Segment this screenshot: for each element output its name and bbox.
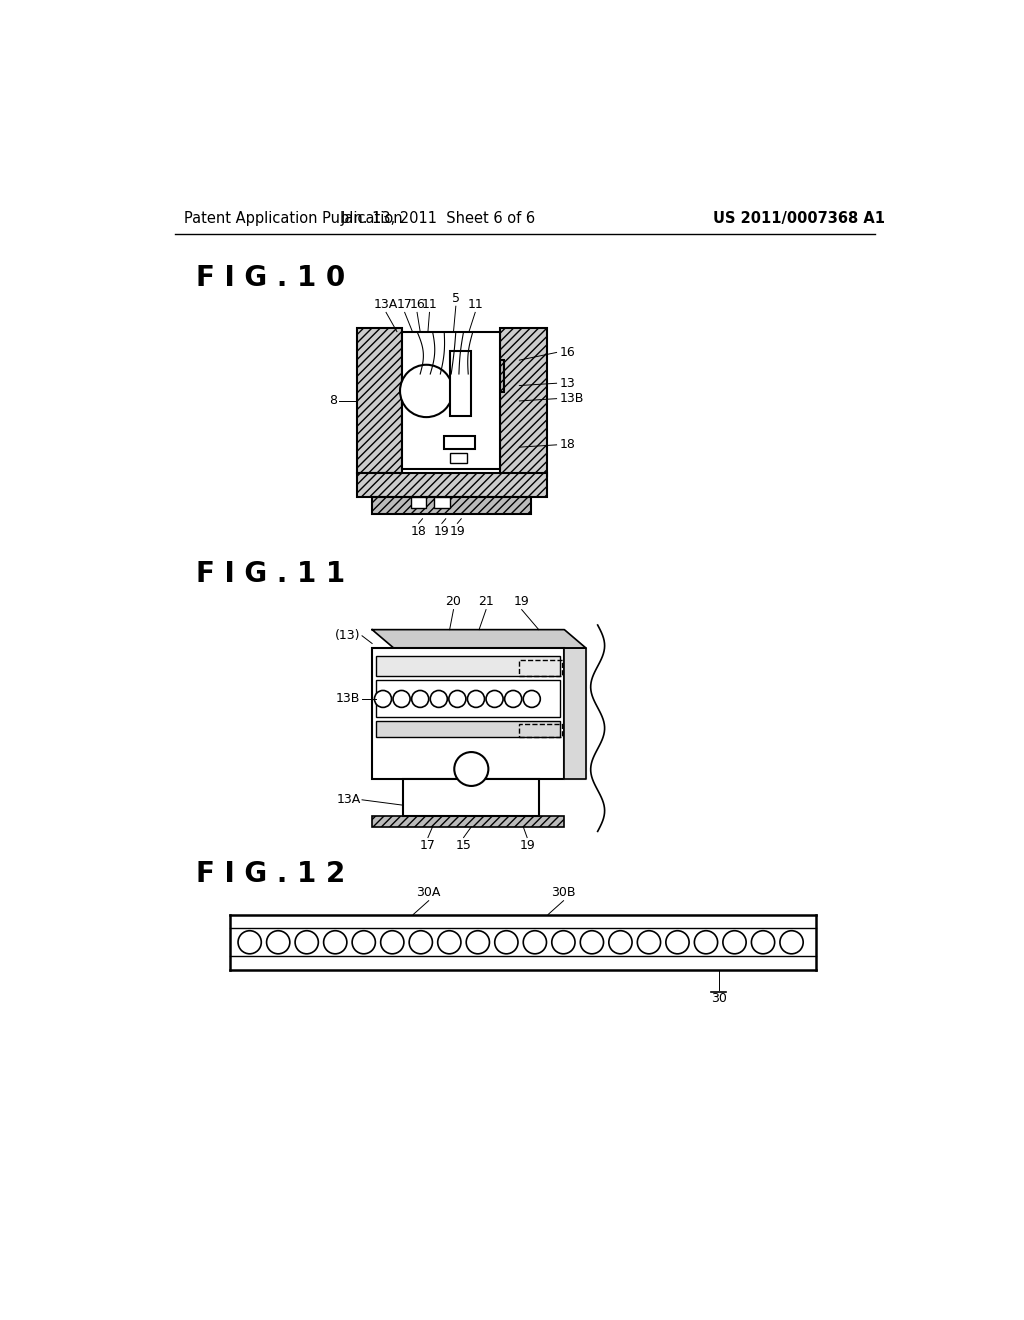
Text: 13A: 13A — [336, 793, 360, 807]
Circle shape — [375, 690, 391, 708]
Circle shape — [381, 931, 403, 954]
Circle shape — [666, 931, 689, 954]
Text: 21: 21 — [478, 595, 494, 609]
Text: (13): (13) — [335, 630, 360, 643]
Text: 11: 11 — [422, 298, 437, 312]
Text: F I G . 1 1: F I G . 1 1 — [197, 560, 345, 589]
Text: 11: 11 — [467, 298, 483, 312]
Text: US 2011/0007368 A1: US 2011/0007368 A1 — [713, 211, 885, 226]
Bar — [376, 656, 560, 676]
Bar — [372, 498, 531, 515]
Text: 18: 18 — [411, 525, 427, 539]
Circle shape — [495, 931, 518, 954]
Bar — [485, 360, 504, 392]
Text: 19: 19 — [450, 525, 465, 539]
Bar — [434, 498, 450, 508]
Bar — [356, 327, 401, 473]
Text: 30: 30 — [711, 991, 726, 1005]
Text: 17: 17 — [396, 298, 413, 312]
Circle shape — [523, 931, 547, 954]
Polygon shape — [372, 630, 586, 648]
Text: 19: 19 — [434, 525, 450, 539]
Circle shape — [466, 931, 489, 954]
Circle shape — [410, 931, 432, 954]
Circle shape — [581, 931, 603, 954]
Circle shape — [352, 931, 376, 954]
Circle shape — [324, 931, 347, 954]
Text: 17: 17 — [420, 840, 436, 853]
Text: 8: 8 — [330, 395, 337, 408]
Bar — [519, 660, 562, 676]
Circle shape — [295, 931, 318, 954]
Bar — [372, 648, 564, 779]
Text: 13A: 13A — [374, 298, 398, 312]
Text: 19: 19 — [514, 595, 529, 609]
Bar — [403, 779, 539, 816]
Circle shape — [780, 931, 803, 954]
Text: Patent Application Publication: Patent Application Publication — [183, 211, 402, 226]
Circle shape — [694, 931, 718, 954]
Circle shape — [400, 364, 453, 417]
Circle shape — [552, 931, 575, 954]
Bar — [356, 473, 547, 498]
Text: 18: 18 — [560, 438, 575, 451]
Text: 13B: 13B — [336, 693, 360, 705]
Text: 5: 5 — [452, 292, 460, 305]
Bar — [450, 351, 471, 416]
Text: 13B: 13B — [560, 392, 584, 405]
Text: 19: 19 — [519, 840, 535, 853]
Bar — [411, 498, 426, 508]
Bar — [401, 331, 500, 469]
Circle shape — [723, 931, 746, 954]
Circle shape — [609, 931, 632, 954]
Text: 15: 15 — [456, 840, 471, 853]
Circle shape — [486, 690, 503, 708]
Bar — [376, 721, 560, 738]
Text: F I G . 1 0: F I G . 1 0 — [197, 264, 345, 292]
Circle shape — [430, 690, 447, 708]
Bar — [372, 816, 564, 826]
Bar — [444, 436, 475, 449]
Bar — [451, 453, 467, 463]
Circle shape — [467, 690, 484, 708]
Circle shape — [505, 690, 521, 708]
Polygon shape — [564, 648, 586, 779]
Circle shape — [437, 931, 461, 954]
Text: 20: 20 — [445, 595, 462, 609]
Text: 30B: 30B — [551, 886, 575, 899]
Bar — [376, 681, 560, 718]
Circle shape — [393, 690, 410, 708]
Circle shape — [637, 931, 660, 954]
Circle shape — [752, 931, 775, 954]
Circle shape — [455, 752, 488, 785]
Circle shape — [523, 690, 541, 708]
Circle shape — [449, 690, 466, 708]
Bar — [519, 723, 562, 738]
Text: F I G . 1 2: F I G . 1 2 — [197, 861, 345, 888]
Circle shape — [412, 690, 429, 708]
Circle shape — [238, 931, 261, 954]
Text: 16: 16 — [560, 346, 575, 359]
Text: 30A: 30A — [417, 886, 441, 899]
Text: 16: 16 — [410, 298, 425, 312]
Text: Jan. 13, 2011  Sheet 6 of 6: Jan. 13, 2011 Sheet 6 of 6 — [340, 211, 536, 226]
Bar — [500, 327, 547, 477]
Circle shape — [266, 931, 290, 954]
Text: 13: 13 — [560, 376, 575, 389]
